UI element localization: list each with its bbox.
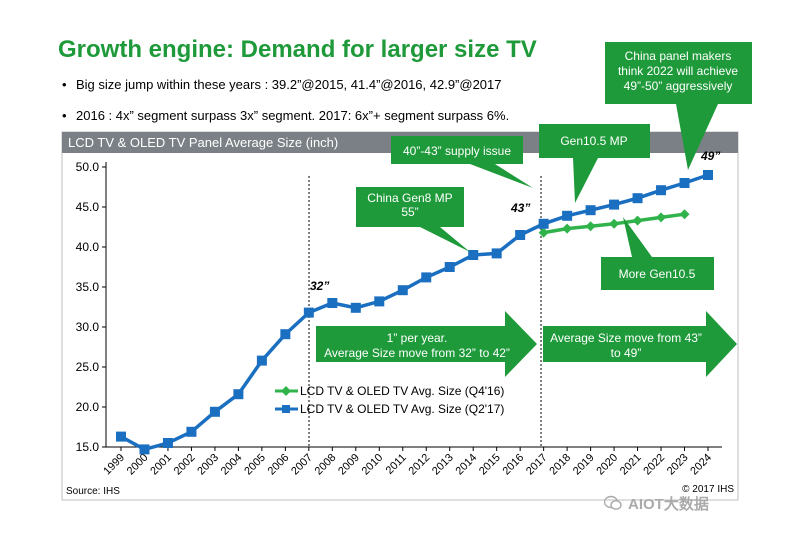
arrow-2-text-line-1: Average Size move from 43” — [550, 331, 702, 345]
series-1-point — [679, 209, 690, 220]
arrow-1-text-line-1: 1” per year. — [387, 331, 448, 345]
y-tick-label: 30.0 — [76, 320, 100, 334]
callout-gen8-text-line-1: China Gen8 MP — [367, 191, 452, 205]
callout-china-panel-text-line-2: think 2022 will achieve — [618, 64, 738, 78]
arrow-1-text-line-2: Average Size move from 32” to 42” — [324, 346, 510, 360]
series-2-point — [468, 250, 479, 260]
series-2-point — [209, 406, 220, 417]
y-tick-label: 40.0 — [76, 240, 100, 254]
callout-more-gen105-shape — [601, 217, 714, 290]
callout-gen105-shape — [539, 124, 650, 203]
chart-title: LCD TV & OLED TV Panel Average Size (inc… — [68, 135, 338, 150]
arrow-2-text-line-2: to 49” — [611, 346, 642, 360]
series-2-point — [350, 302, 361, 313]
y-tick-label: 25.0 — [76, 360, 100, 374]
callout-gen8-text-line-2: 55” — [401, 205, 418, 219]
bullet-1: • Big size jump within these years : 39.2… — [62, 77, 502, 92]
series-2-point — [233, 389, 244, 400]
bullet-2: • 2016 : 4x” segment surpass 3x” segment.… — [62, 108, 510, 123]
watermark-text: AIOT大数据 — [628, 496, 709, 513]
series-2-point — [632, 193, 643, 204]
y-tick-label: 50.0 — [76, 160, 100, 174]
callout-china-panel-text-line-1: China panel makers — [625, 49, 732, 63]
legend-2-label: LCD TV & OLED TV Avg. Size (Q2'17) — [300, 402, 504, 416]
callout-supply-shape — [391, 136, 533, 188]
slide-title: Growth engine: Demand for larger size TV — [58, 36, 537, 63]
legend-1-marker — [281, 386, 291, 396]
legend-2-marker — [282, 405, 290, 413]
callout-china-panel-text-line-3: 49”-50” aggressively — [624, 79, 733, 93]
series-2-point — [303, 307, 314, 318]
wechat-icon — [604, 495, 622, 510]
y-tick-label: 45.0 — [76, 200, 100, 214]
series-2-point — [186, 426, 197, 437]
callout-gen8-shape — [356, 187, 470, 252]
callout-more-gen105-text: More Gen10.5 — [619, 267, 696, 281]
series-2-point — [703, 170, 713, 180]
label-32: 32” — [310, 279, 329, 293]
legend-1-label: LCD TV & OLED TV Avg. Size (Q4'16) — [300, 384, 504, 398]
callout-gen105-text: Gen10.5 MP — [560, 134, 627, 148]
series-2-point — [538, 218, 549, 229]
series-2-point — [421, 272, 432, 283]
series-1-point — [585, 221, 596, 232]
series-2-point — [139, 444, 150, 455]
arrow-1-shape — [316, 311, 537, 377]
series-2-point — [116, 431, 126, 442]
series-2-point — [162, 438, 173, 448]
y-tick-label: 15.0 — [76, 440, 100, 454]
callout-china-panel-shape — [605, 42, 752, 170]
series-1-point — [538, 227, 549, 238]
series-2-point — [397, 285, 408, 296]
y-tick-label: 35.0 — [76, 280, 100, 294]
series-2-point — [327, 298, 338, 308]
callout-supply-text: 40”-43” supply issue — [403, 144, 511, 158]
series-2-point — [280, 329, 291, 340]
y-tick-label: 20.0 — [76, 400, 100, 414]
series-2-point — [256, 355, 267, 366]
series-1-point — [632, 215, 643, 226]
series-1-point — [609, 218, 620, 229]
series-2-point — [374, 296, 385, 307]
series-2-point — [609, 199, 620, 210]
bullet-2-text: 2016 : 4x” segment surpass 3x” segment. … — [76, 108, 510, 123]
series-2-point — [515, 230, 526, 240]
series-2-point — [585, 205, 596, 216]
copyright-label: © 2017 IHS — [682, 484, 734, 495]
label-43: 43” — [510, 201, 530, 215]
source-label: Source: IHS — [66, 486, 120, 497]
label-49: 49” — [700, 149, 720, 163]
bullet-1-text: Big size jump within these years : 39.2”… — [76, 77, 502, 92]
arrow-2-shape — [543, 311, 737, 377]
series-2-point — [562, 210, 573, 221]
series-2-point — [444, 262, 455, 272]
series-1-point — [562, 223, 573, 234]
series-2-point — [656, 185, 667, 196]
series-2-point — [679, 178, 690, 188]
series-1-point — [656, 212, 667, 223]
series-2-point — [491, 248, 502, 259]
